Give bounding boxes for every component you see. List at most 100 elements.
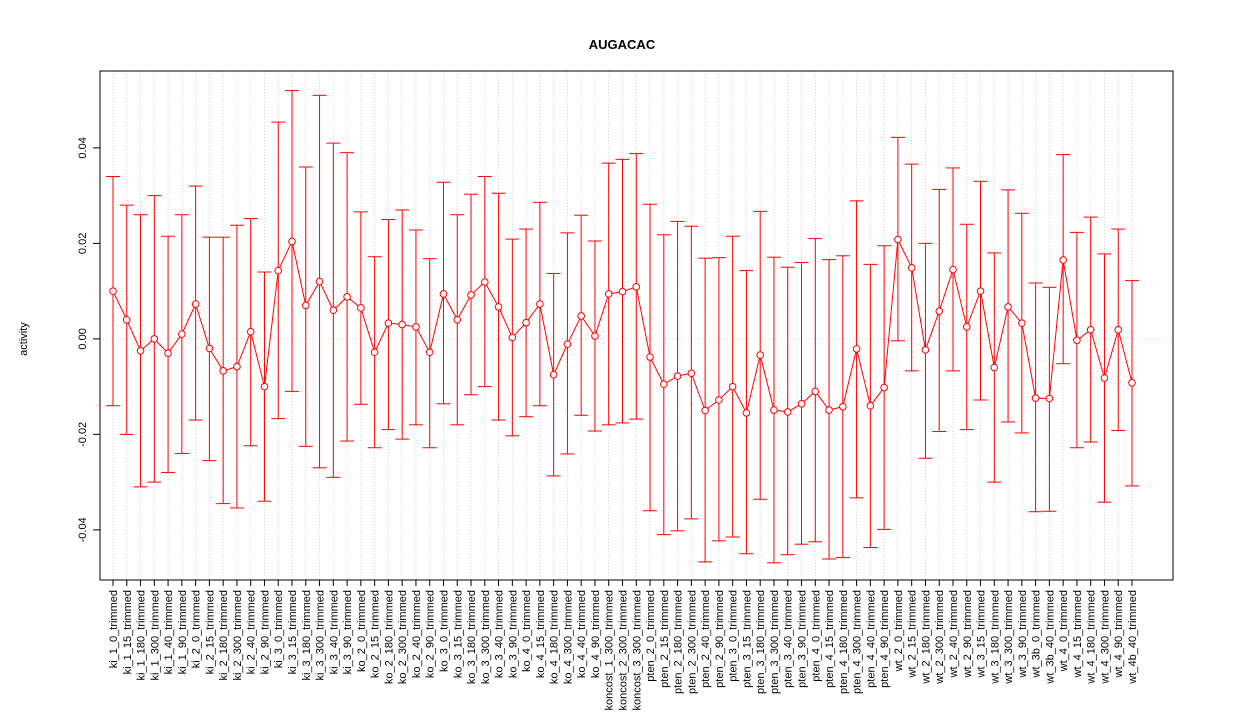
x-tick-label: ko_3_90_trimmed [507, 590, 519, 678]
point [1059, 256, 1067, 264]
x-tick-label: ko_4_0_trimmed [521, 590, 533, 672]
point [233, 362, 241, 371]
point [315, 277, 324, 286]
x-tick-label: ko_3_300_trimmed [480, 590, 492, 684]
x-tick-label: ko_3_15_trimmed [452, 590, 464, 678]
point [453, 315, 462, 324]
point [825, 406, 833, 414]
x-tick-label: koncost_2_300_trimmed [618, 590, 630, 710]
x-tick-label: wt_4b_40_trimmed [1127, 590, 1139, 685]
x-tick-label: wt_2_15_trimmed [907, 590, 919, 678]
point [1114, 325, 1123, 334]
point [467, 291, 475, 299]
point [1100, 374, 1109, 382]
x-tick-label: wt_4_15_trimmed [1072, 590, 1084, 678]
point [384, 319, 393, 327]
x-tick-label: pten_2_180_trimmed [673, 590, 685, 694]
x-tick-label: pten_2_300_trimmed [686, 590, 698, 694]
x-tick-label: ko_3_180_trimmed [466, 590, 478, 684]
point [949, 265, 957, 274]
point [494, 303, 503, 311]
y-tick-label: 0.02 [77, 233, 89, 254]
y-tick-label: -0.02 [77, 422, 89, 447]
x-tick-label: pten_3_300_trimmed [769, 590, 781, 694]
point [756, 351, 765, 359]
x-tick-label: wt_3_15_trimmed [976, 590, 988, 678]
x-tick-label: ko_2_15_trimmed [370, 590, 382, 678]
x-tick-label: wt_4_180_trimmed [1086, 590, 1098, 685]
x-tick-label: ko_4_90_trimmed [590, 590, 602, 678]
point [563, 340, 572, 348]
point [1031, 394, 1040, 402]
point [1004, 303, 1012, 311]
x-tick-label: wt_2_40_trimmed [948, 590, 960, 678]
x-tick-label: wt_4_300_trimmed [1099, 590, 1111, 685]
x-tick-label: wt_2_180_trimmed [920, 590, 932, 685]
point [673, 372, 682, 380]
point [770, 406, 778, 414]
point [742, 409, 751, 417]
point [1128, 378, 1136, 387]
x-tick-label: pten_3_15_trimmed [741, 590, 753, 688]
x-tick-label: ki_2_300_trimmed [232, 590, 244, 681]
x-tick-label: wt_4_90_trimmed [1113, 590, 1125, 678]
x-tick-label: ki_1_180_trimmed [136, 590, 148, 681]
point [797, 400, 806, 408]
x-tick-label: wt_2_90_trimmed [962, 590, 974, 678]
x-tick-label: wt_3_300_trimmed [1003, 590, 1015, 685]
point [604, 290, 613, 298]
x-tick-label: ki_2_0_trimmed [191, 590, 203, 668]
x-tick-label: ko_4_15_trimmed [535, 590, 547, 678]
x-tick-label: pten_4_15_trimmed [824, 590, 836, 688]
x-tick-label: ki_3_0_trimmed [273, 590, 285, 668]
x-tick-label: wt_4_0_trimmed [1058, 590, 1070, 672]
x-tick-label: ko_4_180_trimmed [549, 590, 561, 684]
point [1073, 336, 1081, 345]
point [508, 333, 517, 342]
point [1045, 394, 1054, 403]
point [109, 287, 117, 295]
point [1086, 325, 1095, 334]
point [811, 387, 820, 396]
x-tick-label: pten_2_0_trimmed [645, 590, 657, 682]
x-tick-label: pten_4_40_trimmed [865, 590, 877, 688]
x-tick-label: wt_3_90_trimmed [1017, 590, 1029, 678]
x-tick-label: pten_4_300_trimmed [852, 590, 864, 694]
x-tick-label: koncost_3_300_trimmed [631, 590, 643, 710]
point [136, 347, 145, 355]
point [549, 370, 558, 379]
point [357, 304, 365, 312]
point [122, 315, 131, 324]
point [839, 402, 847, 411]
x-tick-label: wt_2_300_trimmed [934, 590, 946, 685]
x-tick-label: ki_1_90_trimmed [177, 590, 189, 674]
point [894, 235, 902, 244]
point [246, 327, 255, 336]
point [618, 287, 627, 296]
plot-frame [99, 70, 1174, 581]
point [701, 406, 709, 415]
point [301, 301, 310, 310]
point [150, 335, 159, 343]
point [412, 323, 420, 331]
point [687, 369, 696, 378]
point [852, 345, 861, 353]
point [329, 306, 338, 315]
point [907, 263, 916, 272]
point [962, 323, 971, 331]
x-tick-label: ki_2_15_trimmed [204, 590, 216, 674]
x-tick-label: ko_2_300_trimmed [397, 590, 409, 684]
point [632, 283, 641, 291]
point [591, 332, 599, 340]
point [205, 344, 214, 353]
x-tick-label: ko_2_180_trimmed [383, 590, 395, 684]
point [370, 348, 379, 357]
point [577, 312, 585, 320]
x-tick-label: pten_2_15_trimmed [659, 590, 671, 688]
point [274, 266, 283, 275]
point [480, 278, 489, 286]
x-tick-label: pten_3_40_trimmed [783, 590, 795, 688]
x-tick-label: ko_3_0_trimmed [438, 590, 450, 672]
point [398, 320, 406, 329]
